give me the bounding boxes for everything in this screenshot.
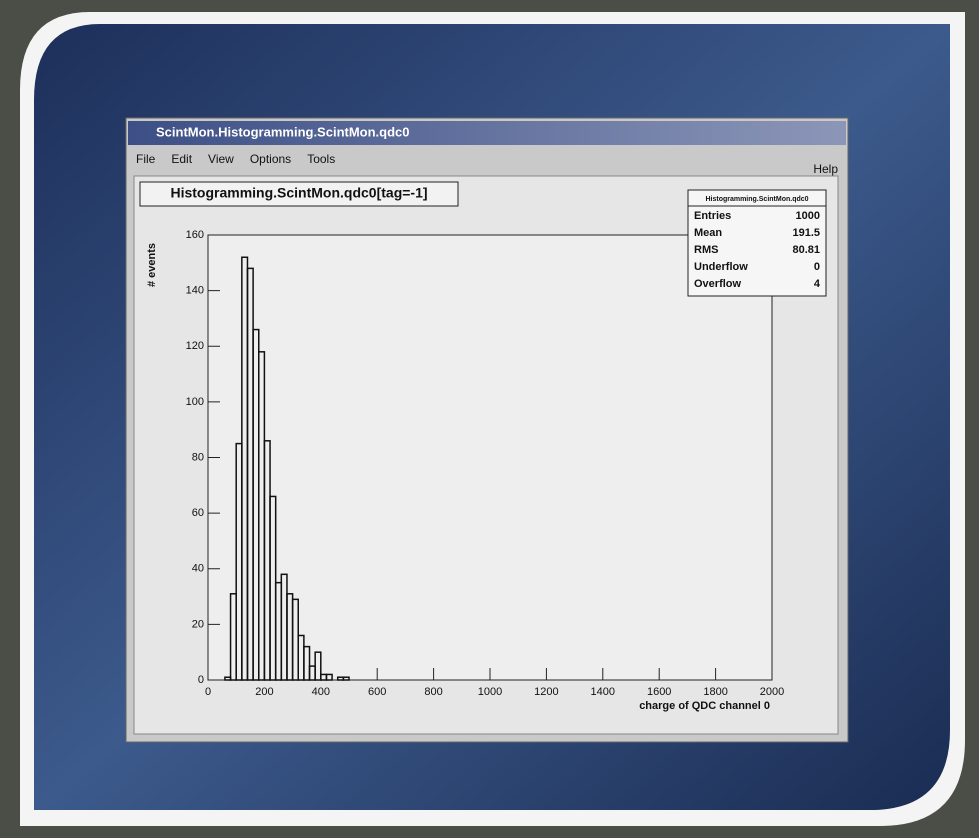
y-tick-label: 20 (192, 618, 204, 630)
screen-photo: ScintMon.Histogramming.ScintMon.qdc0 Fil… (0, 0, 979, 838)
y-tick-label: 120 (186, 340, 204, 352)
stats-value: 4 (814, 278, 821, 290)
menu-item[interactable]: Edit (171, 152, 192, 166)
y-axis-label: # events (146, 243, 158, 287)
stats-label: Mean (694, 227, 722, 239)
menu-item[interactable]: Tools (307, 152, 335, 166)
stats-value: 1000 (796, 210, 820, 222)
x-tick-label: 600 (368, 686, 386, 698)
x-tick-label: 400 (312, 686, 330, 698)
x-tick-label: 2000 (760, 686, 784, 698)
window-title: ScintMon.Histogramming.ScintMon.qdc0 (156, 124, 410, 139)
stats-label: Entries (694, 210, 731, 222)
menu-item[interactable]: File (136, 152, 156, 166)
x-tick-label: 200 (255, 686, 273, 698)
x-tick-label: 1200 (534, 686, 558, 698)
menu-help[interactable]: Help (813, 162, 838, 176)
x-tick-label: 1800 (703, 686, 727, 698)
stats-title: Histogramming.ScintMon.qdc0 (705, 196, 808, 203)
x-tick-label: 1400 (591, 686, 615, 698)
y-tick-label: 100 (186, 396, 204, 408)
y-tick-label: 140 (186, 285, 204, 297)
x-tick-label: 0 (205, 686, 211, 698)
stats-value: 0 (814, 261, 820, 273)
page: ScintMon.Histogramming.ScintMon.qdc0 Fil… (0, 0, 979, 838)
menu-item[interactable]: Options (250, 152, 291, 166)
stats-label: RMS (694, 244, 718, 256)
stats-label: Underflow (694, 261, 748, 273)
y-tick-label: 80 (192, 451, 204, 463)
y-tick-label: 60 (192, 507, 204, 519)
y-tick-label: 0 (198, 674, 204, 686)
y-tick-label: 40 (192, 563, 204, 575)
x-tick-label: 1000 (478, 686, 502, 698)
stats-value: 191.5 (792, 227, 820, 239)
chart-title: Histogramming.ScintMon.qdc0[tag=-1] (170, 185, 427, 201)
x-tick-label: 800 (424, 686, 442, 698)
x-tick-label: 1600 (647, 686, 671, 698)
y-tick-label: 160 (186, 229, 204, 241)
menu-item[interactable]: View (208, 152, 234, 166)
stats-label: Overflow (694, 278, 742, 290)
stats-value: 80.81 (792, 244, 820, 256)
x-axis-label: charge of QDC channel 0 (639, 700, 770, 712)
